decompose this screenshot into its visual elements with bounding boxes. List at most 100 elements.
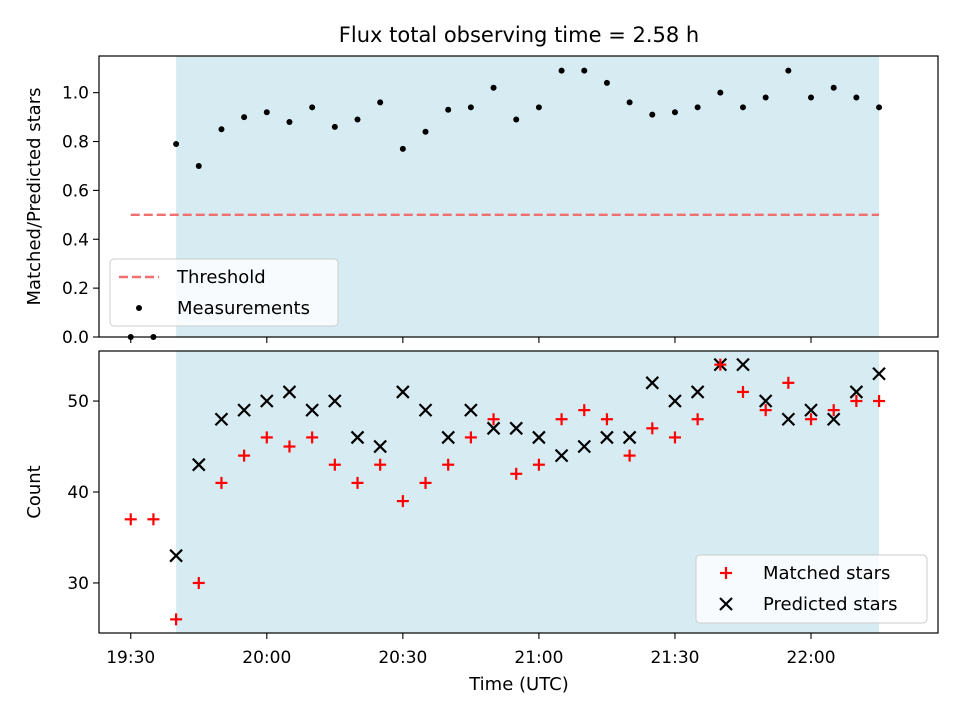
measurement-point bbox=[309, 104, 316, 111]
predicted-star-point bbox=[577, 439, 592, 454]
measurement-point bbox=[785, 67, 792, 74]
top-plot-frame bbox=[98, 55, 939, 338]
top-legend: Threshold Measurements bbox=[109, 258, 339, 327]
measurement-point bbox=[467, 104, 474, 111]
matched-star-point bbox=[487, 413, 500, 426]
predicted-star-point bbox=[622, 430, 637, 445]
measurement-point bbox=[830, 84, 837, 91]
matched-star-point bbox=[623, 449, 636, 462]
matched-star-point bbox=[691, 413, 704, 426]
measurement-point bbox=[558, 67, 565, 74]
matched-star-point bbox=[419, 476, 432, 489]
measurement-point bbox=[581, 67, 588, 74]
measurement-point bbox=[241, 114, 248, 121]
x-tick-label: 21:30 bbox=[650, 648, 699, 668]
measurement-point bbox=[626, 99, 633, 106]
measurement-point bbox=[694, 104, 701, 111]
predicted-star-point bbox=[464, 403, 478, 417]
matched-star-point bbox=[600, 413, 613, 426]
count-points bbox=[124, 357, 886, 626]
predicted-star-point bbox=[600, 430, 614, 445]
measurement-point bbox=[603, 79, 610, 86]
predicted-star-point bbox=[282, 385, 297, 399]
bottom-y-axis: 30 40 50 bbox=[67, 392, 99, 594]
x-tick-label: 19:30 bbox=[106, 648, 155, 668]
top-panel-ratio: 0.0 0.2 0.4 0.6 0.8 1.0 Threshold Measurements… bbox=[24, 55, 939, 348]
matched-star-point bbox=[351, 476, 364, 489]
predicted-star-point bbox=[826, 412, 841, 427]
bottom-y-axis-label: Count bbox=[24, 465, 45, 518]
legend-matched-swatch bbox=[720, 567, 732, 579]
matched-star-point bbox=[850, 395, 863, 408]
matched-star-point bbox=[306, 431, 319, 444]
measurement-point bbox=[173, 140, 180, 147]
measurement-point bbox=[399, 145, 406, 152]
matched-star-point bbox=[192, 576, 205, 589]
measurement-point bbox=[739, 104, 746, 111]
top-x-axis-ticks bbox=[130, 337, 812, 343]
matched-star-point bbox=[555, 413, 568, 426]
measurement-point bbox=[762, 94, 769, 101]
bottom-panel-counts: 30 40 50 19:30 20:00 20:30 21:00 21:30 22:00 Ma… bbox=[24, 350, 939, 695]
legend-predicted-label: Predicted stars bbox=[763, 594, 897, 615]
matched-star-point bbox=[578, 404, 591, 417]
measurement-point bbox=[808, 94, 815, 101]
measurement-point bbox=[445, 106, 452, 113]
matched-star-point bbox=[759, 404, 772, 417]
predicted-star-point bbox=[736, 357, 750, 372]
measurement-point bbox=[331, 123, 338, 130]
y-tick-label: 0.8 bbox=[62, 133, 89, 153]
predicted-star-point bbox=[396, 385, 410, 399]
y-tick-label: 50 bbox=[67, 392, 89, 412]
predicted-star-point bbox=[237, 403, 251, 417]
predicted-star-point bbox=[305, 403, 319, 417]
matched-star-point bbox=[396, 495, 409, 508]
measurement-point bbox=[717, 89, 724, 96]
measurement-point bbox=[876, 104, 883, 111]
measurement-point bbox=[377, 99, 384, 106]
measurement-point bbox=[263, 109, 270, 116]
legend-measurements-label: Measurements bbox=[177, 298, 310, 319]
measurement-point bbox=[513, 116, 520, 123]
x-tick-label: 20:00 bbox=[242, 648, 291, 668]
matched-star-point bbox=[215, 476, 228, 489]
x-tick-label: 20:30 bbox=[378, 648, 427, 668]
matched-star-point bbox=[170, 613, 183, 626]
predicted-star-point bbox=[350, 430, 365, 445]
measurement-point bbox=[354, 116, 361, 123]
measurement-point bbox=[286, 118, 293, 125]
bottom-x-axis-label: Time (UTC) bbox=[468, 674, 569, 695]
predicted-star-point bbox=[191, 457, 206, 472]
predicted-star-point bbox=[532, 430, 546, 445]
legend-predicted-swatch bbox=[719, 597, 733, 611]
predicted-star-point bbox=[486, 421, 501, 436]
bottom-x-axis: 19:30 20:00 20:30 21:00 21:30 22:00 bbox=[106, 633, 836, 668]
measurement-point bbox=[490, 84, 497, 91]
matched-star-point bbox=[328, 458, 341, 471]
matched-star-point bbox=[510, 467, 523, 480]
matched-star-point bbox=[782, 376, 795, 389]
y-tick-label: 0.0 bbox=[62, 328, 89, 348]
measurement-point bbox=[422, 128, 429, 135]
matched-star-point bbox=[827, 404, 840, 417]
matched-star-point bbox=[736, 385, 749, 398]
matched-star-point bbox=[714, 358, 727, 371]
measurement-point bbox=[535, 104, 542, 111]
y-tick-label: 40 bbox=[67, 483, 89, 503]
y-tick-label: 30 bbox=[67, 574, 89, 594]
predicted-star-point bbox=[781, 412, 796, 427]
legend-matched-label: Matched stars bbox=[763, 563, 890, 584]
matched-star-point bbox=[668, 431, 681, 444]
predicted-star-point bbox=[690, 385, 705, 399]
matched-star-point bbox=[238, 449, 251, 462]
bottom-legend: Matched stars Predicted stars bbox=[695, 554, 928, 624]
predicted-star-point bbox=[260, 394, 274, 408]
measurement-point bbox=[195, 162, 202, 169]
measurement-points bbox=[127, 67, 883, 340]
predicted-star-point bbox=[668, 394, 682, 408]
matched-star-point bbox=[124, 513, 137, 526]
matched-star-point bbox=[260, 431, 273, 444]
matched-star-point bbox=[283, 440, 296, 453]
matched-star-point bbox=[147, 513, 160, 526]
predicted-star-point bbox=[509, 421, 524, 436]
